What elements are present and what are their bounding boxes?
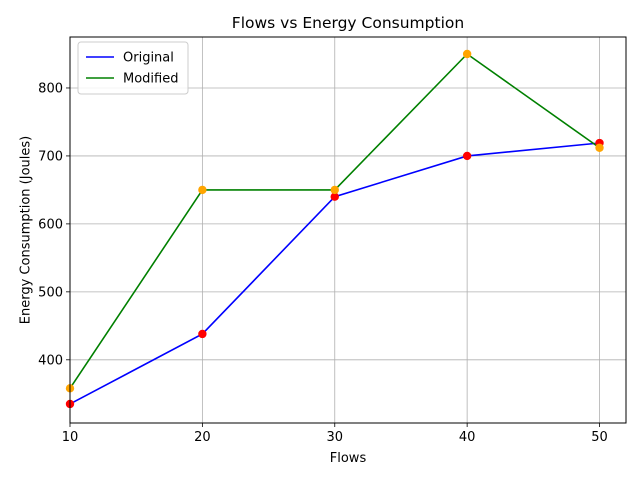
y-tick-label: 700 [38,149,63,164]
x-tick-label: 10 [62,430,79,445]
x-tick-label: 20 [194,430,211,445]
y-tick-label: 400 [38,353,63,368]
x-axis-label: Flows [330,451,367,466]
x-axis: 10 20 30 40 50 [62,423,608,445]
data-point-original [198,329,207,339]
x-tick-label: 50 [591,430,608,445]
legend: Original Modified [77,41,189,95]
y-axis-label: Energy Consumption (Joules) [19,136,34,324]
x-tick-label: 40 [459,430,476,445]
y-tick-label: 500 [38,285,63,300]
y-tick-label: 600 [38,217,63,232]
legend-label-modified: Modified [123,72,178,87]
grid [69,37,626,423]
chart-title: Flows vs Energy Consumption [232,14,464,32]
y-axis: 400 500 600 700 800 [38,81,70,368]
data-point-modified [595,143,604,152]
x-tick-label: 30 [326,430,343,445]
legend-label-original: Original [123,51,174,66]
legend-box [77,41,189,95]
plot-area [65,49,604,409]
data-point-original [462,151,472,161]
data-point-modified [198,185,207,195]
data-point-modified [462,49,472,59]
y-tick-label: 800 [38,81,63,96]
data-point-modified [330,185,339,195]
axes-frame [69,36,627,424]
data-point-original [330,192,339,201]
